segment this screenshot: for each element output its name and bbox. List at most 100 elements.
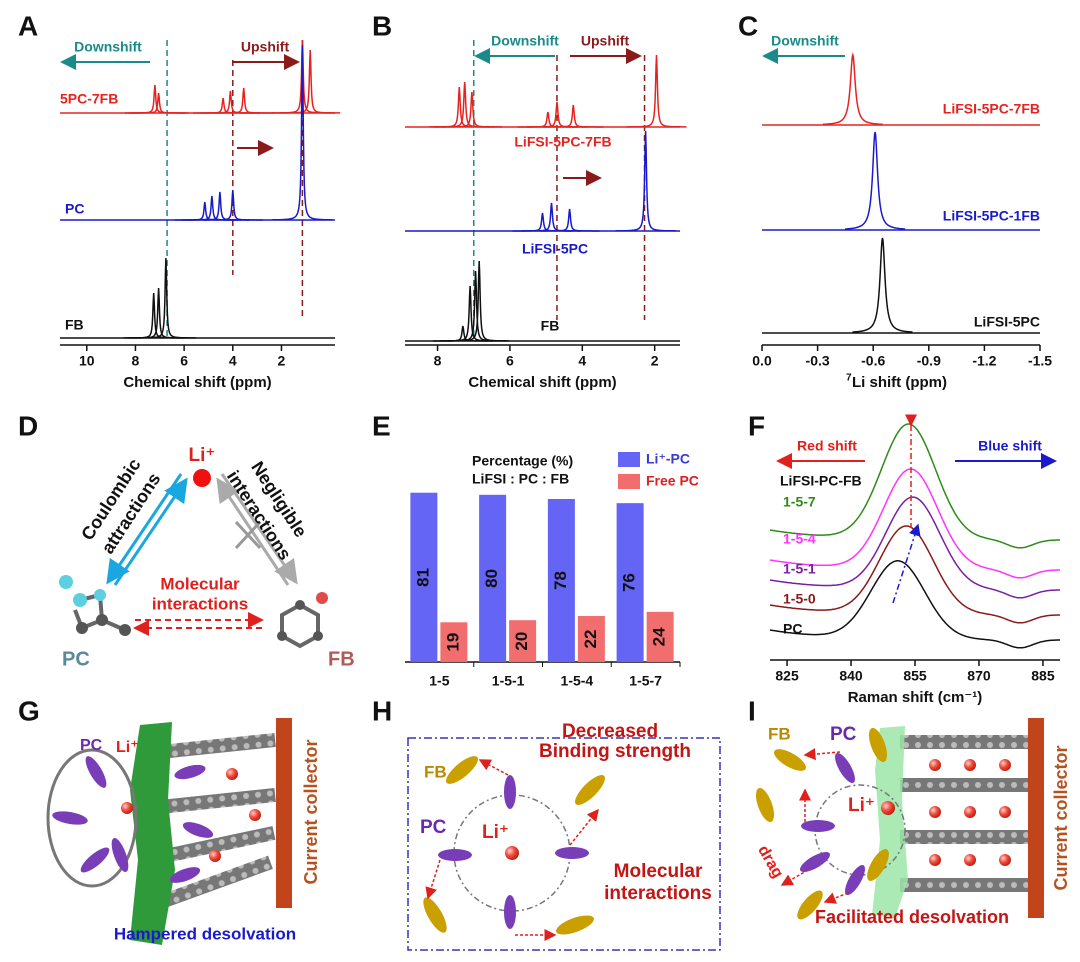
graphite xyxy=(900,878,1028,892)
graphite xyxy=(160,732,276,759)
peak xyxy=(449,260,510,342)
x-tick-label: -0.3 xyxy=(806,353,830,369)
x-tick-label: 1-5-4 xyxy=(561,673,594,689)
peak xyxy=(517,111,578,128)
panel-label: E xyxy=(372,410,391,441)
peak xyxy=(844,131,906,230)
peak xyxy=(200,90,261,114)
frame xyxy=(407,737,721,951)
series-label: 5PC-7FB xyxy=(60,91,118,107)
x-tick-label: 1-5 xyxy=(429,673,449,689)
spectrum xyxy=(769,468,1060,579)
panel-label: A xyxy=(18,10,38,41)
x-tick-label: -1.2 xyxy=(972,353,996,369)
collector-label: Current collector xyxy=(1051,745,1071,890)
bar xyxy=(479,494,507,662)
peak xyxy=(432,325,493,342)
x-tick-label: 1-5-1 xyxy=(492,673,525,689)
annotation: Upshift xyxy=(241,39,290,55)
panel-d: D Li⁺ Coulombic attractions Negligible i… xyxy=(18,410,355,670)
annotation: Downshift xyxy=(771,33,839,49)
value-label: 76 xyxy=(620,573,639,592)
peak xyxy=(539,208,600,232)
x-tick-label: 855 xyxy=(903,668,927,684)
value-label: 22 xyxy=(581,630,600,649)
peak xyxy=(543,104,604,128)
arrow xyxy=(106,473,183,585)
legend-swatch xyxy=(618,452,640,467)
annotation: Downshift xyxy=(491,33,559,49)
legend-label: Li⁺-PC xyxy=(646,451,690,467)
fb-molecule xyxy=(277,592,328,649)
ion-label: Li⁺ xyxy=(116,739,139,756)
panel-i: I Current collector FB PC Li⁺ drag Facil… xyxy=(748,695,1071,926)
value-label: 20 xyxy=(512,632,531,651)
note: interactions xyxy=(604,883,712,904)
bar xyxy=(410,492,438,662)
spectrum xyxy=(769,496,1060,599)
spectrum xyxy=(769,560,1060,649)
x-tick-label: 8 xyxy=(434,353,442,369)
peak xyxy=(213,87,274,114)
series-title: LiFSI-PC-FB xyxy=(780,473,862,489)
peak xyxy=(440,285,501,342)
ion-label: Li⁺ xyxy=(848,795,875,816)
molecule-label: FB xyxy=(328,648,355,670)
pc-molecule xyxy=(59,575,131,636)
value-label: 24 xyxy=(650,627,669,646)
peak xyxy=(822,52,883,126)
graphite xyxy=(900,735,1028,749)
arrow xyxy=(220,473,298,585)
series-label: FB xyxy=(65,317,84,333)
peak xyxy=(429,86,490,128)
peak xyxy=(135,257,196,339)
peak xyxy=(202,189,263,221)
x-axis-label: Chemical shift (ppm) xyxy=(123,374,271,391)
x-tick-label: 10 xyxy=(79,353,95,369)
peak xyxy=(174,201,235,221)
x-tick-label: 825 xyxy=(775,668,799,684)
bar xyxy=(547,498,575,662)
peak xyxy=(434,81,495,128)
bar xyxy=(509,620,537,662)
x-tick-label: 870 xyxy=(967,668,991,684)
solvent-label: PC xyxy=(830,724,857,745)
x-tick-label: 8 xyxy=(132,353,140,369)
peak xyxy=(852,237,913,333)
panel-label: C xyxy=(738,10,758,41)
x-tick-label: 6 xyxy=(506,353,514,369)
series-label: LiFSI-5PC-7FB xyxy=(514,134,611,150)
series-label: LiFSI-5PC xyxy=(974,314,1040,330)
panel-label: I xyxy=(748,695,756,726)
x-tick-label: 0.0 xyxy=(752,353,772,369)
solvent-label: PC xyxy=(420,817,447,838)
series-label: PC xyxy=(65,201,84,217)
legend-label: Free PC xyxy=(646,473,699,489)
peak xyxy=(128,92,189,114)
annotation: Blue shift xyxy=(978,438,1042,454)
collector-label: Current collector xyxy=(301,739,321,884)
link-label: Molecular xyxy=(160,574,240,593)
x-tick-label: -0.6 xyxy=(861,353,885,369)
value-label: 81 xyxy=(413,568,432,587)
panel-label: B xyxy=(372,10,392,41)
series-label: FB xyxy=(541,318,560,334)
x-tick-label: 2 xyxy=(278,353,286,369)
ion-label: Li⁺ xyxy=(482,822,509,843)
x-tick-label: 885 xyxy=(1031,668,1055,684)
x-tick-label: 2 xyxy=(651,353,659,369)
sei-layer xyxy=(130,722,175,945)
graphite xyxy=(160,826,276,864)
x-tick-label: 840 xyxy=(839,668,863,684)
peak xyxy=(128,287,189,339)
x-axis-label: Li shift (ppm) xyxy=(852,374,947,391)
link-label: interactions xyxy=(152,594,248,613)
series-label: PC xyxy=(783,621,802,637)
series-label: 1-5-1 xyxy=(783,561,816,577)
peak xyxy=(123,292,184,339)
graphite xyxy=(900,830,1028,844)
peak xyxy=(527,101,587,128)
caption: Facilitated desolvation xyxy=(815,907,1009,927)
bar xyxy=(440,622,468,662)
